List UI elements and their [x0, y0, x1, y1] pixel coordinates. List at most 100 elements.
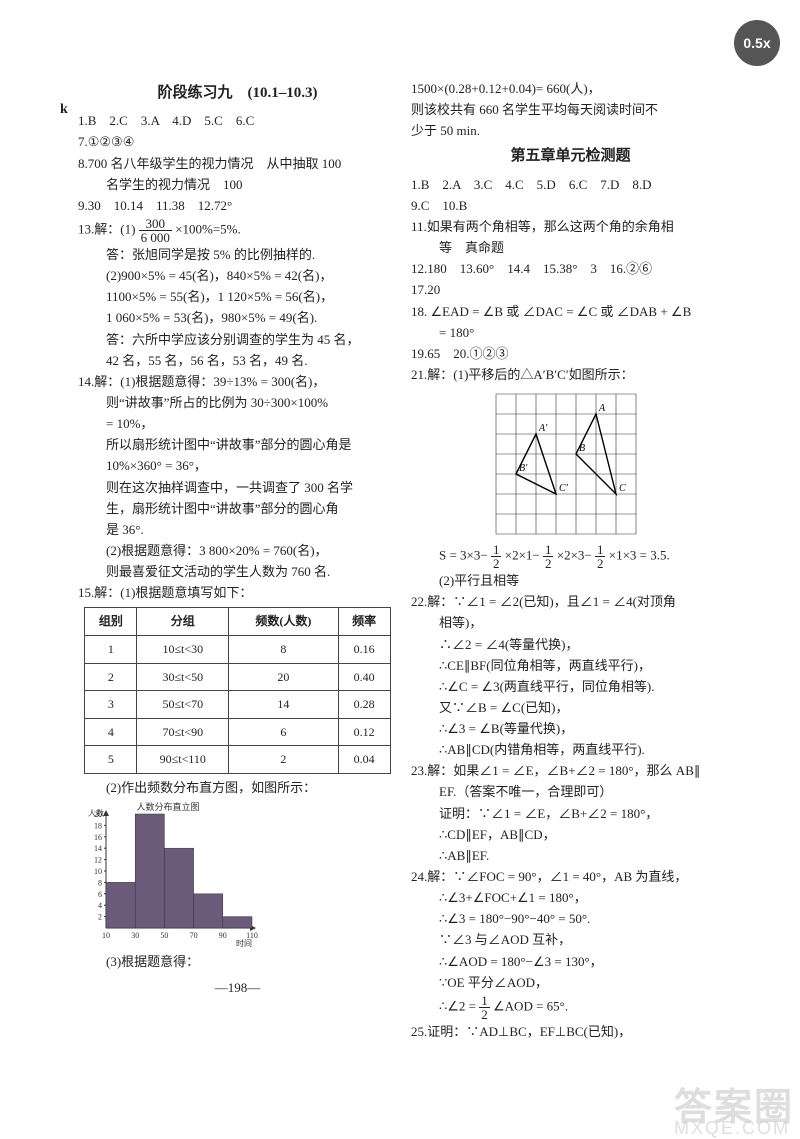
- q13e: 1100×5% = 55(名)，1 120×5% = 56(名)，: [78, 287, 397, 307]
- q22c: ∴∠2 = ∠4(等量代换)，: [411, 635, 730, 655]
- svg-text:90: 90: [219, 931, 227, 940]
- cell: 1: [85, 635, 137, 663]
- svg-text:B′: B′: [519, 463, 528, 474]
- th-range: 分组: [137, 608, 229, 636]
- q14g: 生，扇形统计图中“讲故事”部分的圆心角: [78, 499, 397, 519]
- q23c: 证明：∵∠1 = ∠E，∠B+∠2 = 180°，: [411, 804, 730, 824]
- q22e: ∴∠C = ∠3(两直线平行，同位角相等).: [411, 677, 730, 697]
- q22d: ∴CE∥BF(同位角相等，两直线平行)，: [411, 656, 730, 676]
- cell: 0.12: [338, 718, 390, 746]
- q24g: ∴∠2 = 12 ∠AOD = 65°.: [411, 994, 730, 1021]
- r-mc2: 9.C 10.B: [411, 196, 730, 216]
- q15c: (3)根据题意得：: [78, 952, 397, 972]
- q21b: (2)平行且相等: [411, 571, 730, 591]
- q24f: ∵OE 平分∠AOD，: [411, 973, 730, 993]
- q9-12: 9.30 10.14 11.38 12.72°: [78, 196, 397, 216]
- right-column: 1500×(0.28+0.12+0.04)= 660(人)， 则该校共有 660…: [411, 78, 730, 1043]
- svg-text:C′: C′: [559, 483, 569, 494]
- table-row: 1 10≤t<30 8 0.16: [85, 635, 390, 663]
- q14e: 10%×360° = 36°，: [78, 456, 397, 476]
- svg-text:B: B: [579, 443, 585, 454]
- table-row: 5 90≤t<110 2 0.04: [85, 746, 390, 774]
- q24b: ∴∠3+∠FOC+∠1 = 180°，: [411, 888, 730, 908]
- q11a: 11.如果有两个角相等，那么这两个角的余角相: [411, 217, 730, 237]
- q13-rest: ×100%=5%.: [175, 221, 241, 236]
- q13f: 1 060×5% = 53(名)，980×5% = 49(名).: [78, 308, 397, 328]
- eq-m1: ×2×1−: [505, 548, 540, 563]
- q14a: 14.解：(1)根据题意得：39÷13% = 300(名)，: [78, 372, 397, 392]
- q13a: 13.解：(1) 300 6 000 ×100%=5%.: [78, 217, 397, 244]
- cell: 0.40: [338, 663, 390, 691]
- frac-half-1: 12: [491, 543, 502, 570]
- eq-pre: S = 3×3−: [439, 548, 488, 563]
- cell: 30≤t<50: [137, 663, 229, 691]
- eq-m3: ×1×3 = 3.5.: [609, 548, 670, 563]
- r-top1: 1500×(0.28+0.12+0.04)= 660(人)，: [411, 79, 730, 99]
- q13c: 答：张旭同学是按 5% 的比例抽样的.: [78, 245, 397, 265]
- q24g-pre: ∴∠2 =: [439, 998, 479, 1013]
- q7: 7.①②③④: [78, 132, 397, 152]
- q13h: 42 名，55 名，56 名，53 名，49 名.: [78, 351, 397, 371]
- q14j: 则最喜爱征文活动的学生人数为 760 名.: [78, 562, 397, 582]
- svg-text:12: 12: [94, 856, 102, 865]
- table-row: 3 50≤t<70 14 0.28: [85, 691, 390, 719]
- q14h: 是 36°.: [78, 520, 397, 540]
- q24c: ∴∠3 = 180°−90°−40° = 50°.: [411, 909, 730, 929]
- cell: 50≤t<70: [137, 691, 229, 719]
- q23e: ∴AB∥EF.: [411, 846, 730, 866]
- th-freq: 频率: [338, 608, 390, 636]
- q24g-post: ∠AOD = 65°.: [493, 998, 568, 1013]
- frac-half-2: 12: [543, 543, 554, 570]
- q24e: ∴∠AOD = 180°−∠3 = 130°，: [411, 952, 730, 972]
- cell: 5: [85, 746, 137, 774]
- q14d: 所以扇形统计图中“讲故事”部分的圆心角是: [78, 435, 397, 455]
- side-letter: k: [60, 102, 68, 118]
- q21a: 21.解：(1)平移后的△A′B′C′如图所示：: [411, 365, 730, 385]
- left-mc: 1.B 2.C 3.A 4.D 5.C 6.C: [78, 111, 397, 131]
- cell: 0.28: [338, 691, 390, 719]
- q22h: ∴AB∥CD(内错角相等，两直线平行).: [411, 740, 730, 760]
- q17: 17.20: [411, 280, 730, 300]
- svg-text:时间: 时间: [236, 938, 252, 948]
- svg-text:4: 4: [98, 901, 102, 910]
- q22b: 相等)，: [411, 613, 730, 633]
- table-row: 2 30≤t<50 20 0.40: [85, 663, 390, 691]
- svg-text:人数: 人数: [88, 808, 104, 818]
- frac-half-4: 12: [479, 994, 490, 1021]
- q23b: EF.（答案不唯一，合理即可）: [411, 782, 730, 802]
- q19-20: 19.65 20.①②③: [411, 344, 730, 364]
- q13-label: 13.解：(1): [78, 221, 135, 236]
- svg-text:50: 50: [160, 931, 168, 940]
- cell: 4: [85, 718, 137, 746]
- histogram-svg: 人数分布直立图2468101214161820人数1030507090110时间: [78, 800, 258, 950]
- svg-text:A′: A′: [538, 423, 548, 434]
- q15a: 15.解：(1)根据题意填写如下：: [78, 583, 397, 603]
- q22a: 22.解：∵∠1 = ∠2(已知)，且∠1 = ∠4(对顶角: [411, 592, 730, 612]
- svg-text:A: A: [598, 403, 606, 414]
- q24a: 24.解：∵∠FOC = 90°，∠1 = 40°，AB 为直线，: [411, 867, 730, 887]
- th-group: 组别: [85, 608, 137, 636]
- svg-text:2: 2: [98, 913, 102, 922]
- cell: 14: [229, 691, 338, 719]
- page-number: —198—: [78, 978, 397, 998]
- left-title: 阶段练习九 (10.1–10.3): [78, 82, 397, 105]
- q22g: ∴∠3 = ∠B(等量代换)，: [411, 719, 730, 739]
- left-column: 阶段练习九 (10.1–10.3) 1.B 2.C 3.A 4.D 5.C 6.…: [78, 78, 397, 1043]
- r-top3: 少于 50 min.: [411, 121, 730, 141]
- q13g: 答：六所中学应该分别调查的学生为 45 名，: [78, 330, 397, 350]
- frequency-table: 组别 分组 频数(人数) 频率 1 10≤t<30 8 0.16 2 30≤t<…: [84, 607, 390, 774]
- histogram-chart: 人数分布直立图2468101214161820人数1030507090110时间: [78, 800, 397, 950]
- q22f: 又∵∠B = ∠C(已知)，: [411, 698, 730, 718]
- q23d: ∴CD∥EF，AB∥CD，: [411, 825, 730, 845]
- q14i: (2)根据题意得：3 800×20% = 760(名)，: [78, 541, 397, 561]
- q14c: = 10%，: [78, 414, 397, 434]
- q15b: (2)作出频数分布直方图，如图所示：: [78, 778, 397, 798]
- q11b: 等 真命题: [411, 238, 730, 258]
- svg-text:8: 8: [98, 878, 102, 887]
- cell: 90≤t<110: [137, 746, 229, 774]
- q14f: 则在这次抽样调查中，一共调查了 300 名学: [78, 478, 397, 498]
- q18b: = 180°: [411, 323, 730, 343]
- cell: 2: [85, 663, 137, 691]
- right-title: 第五章单元检测题: [411, 145, 730, 168]
- watermark-sub: MXQE.COM: [674, 1118, 790, 1139]
